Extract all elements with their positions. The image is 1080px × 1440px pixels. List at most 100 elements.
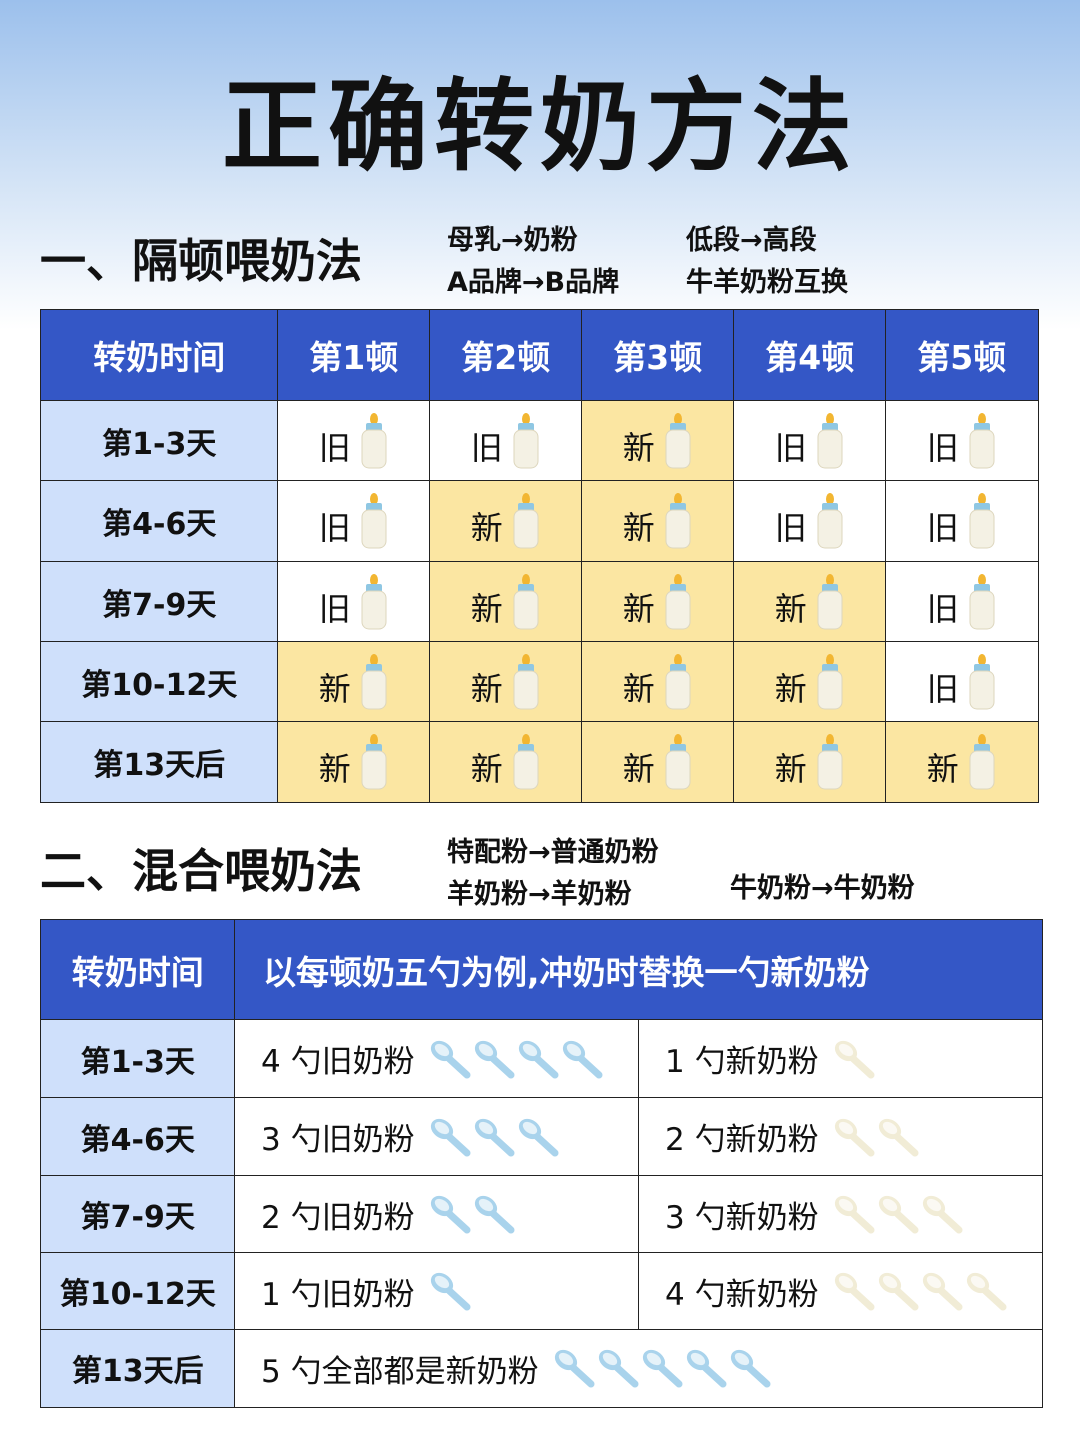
spoon-icon bbox=[922, 1196, 963, 1234]
row-label: 第13天后 bbox=[40, 721, 279, 803]
cell-text: 旧 bbox=[926, 589, 959, 628]
spoon-icon bbox=[834, 1196, 875, 1234]
cell-text: 新 bbox=[470, 749, 503, 788]
cell-text: 2 勺新奶粉 bbox=[665, 1122, 819, 1159]
table-cell: 新 bbox=[429, 561, 583, 643]
cell-text: 新 bbox=[470, 509, 503, 548]
cell-text: 第1-3天 bbox=[102, 426, 217, 462]
spoon-icon bbox=[834, 1040, 875, 1079]
bottle-icon bbox=[665, 653, 691, 710]
cell-text: 新 bbox=[622, 589, 655, 628]
note: 母乳→奶粉 bbox=[447, 225, 578, 256]
table-cell: 旧 bbox=[429, 400, 583, 482]
bottle-icon bbox=[513, 573, 539, 630]
cell-text: 转奶时间 bbox=[71, 952, 204, 992]
header-cell: 转奶时间 bbox=[40, 919, 236, 1021]
bottle-icon bbox=[665, 493, 691, 549]
table-cell: 新 bbox=[733, 641, 887, 723]
spoon-icon bbox=[598, 1350, 639, 1388]
table-cell: 4 勺旧奶粉 bbox=[234, 1019, 640, 1099]
cell-text: 第10-12天 bbox=[59, 1277, 216, 1313]
bottle-icon bbox=[817, 493, 843, 549]
cell-text: 旧 bbox=[926, 509, 959, 548]
spoon-icon bbox=[430, 1273, 471, 1311]
table-cell: 新 bbox=[733, 561, 887, 643]
spoon-icon bbox=[518, 1118, 559, 1157]
cell-text: 第4-6天 bbox=[80, 1122, 195, 1158]
note: 低段→高段 bbox=[686, 225, 817, 256]
bottle-icon bbox=[969, 733, 995, 790]
cell-text: 第1-3天 bbox=[80, 1044, 195, 1080]
cell-text: 新 bbox=[622, 749, 655, 788]
table-cell: 新 bbox=[581, 480, 735, 563]
cell-text: 新 bbox=[622, 428, 655, 467]
table-cell: 3 勺新奶粉 bbox=[638, 1175, 1043, 1254]
table-cell: 新 bbox=[885, 721, 1039, 803]
header-cell: 第1顿 bbox=[277, 309, 431, 402]
cell-text: 3 勺新奶粉 bbox=[665, 1199, 819, 1236]
cell-text: 第13天后 bbox=[71, 1354, 204, 1390]
spoon-icon bbox=[922, 1273, 963, 1311]
note: A品牌→B品牌 bbox=[447, 267, 620, 298]
cell-text: 新 bbox=[774, 749, 807, 788]
section-heading: 二、混合喂奶法 bbox=[40, 844, 362, 898]
cell-text: 旧 bbox=[318, 509, 351, 548]
cell-text: 新 bbox=[926, 749, 959, 788]
row-label: 第4-6天 bbox=[40, 480, 279, 563]
row-label: 第1-3天 bbox=[40, 400, 279, 482]
spoon-icon bbox=[642, 1350, 683, 1388]
spoon-icon bbox=[966, 1273, 1007, 1311]
spoon-icon bbox=[474, 1196, 515, 1234]
table-cell: 旧 bbox=[885, 480, 1039, 563]
table-cell: 旧 bbox=[733, 480, 887, 563]
spoon-icon bbox=[834, 1273, 875, 1311]
header-cell: 第3顿 bbox=[581, 309, 735, 402]
row-label: 第1-3天 bbox=[40, 1019, 236, 1099]
spoon-icon bbox=[686, 1350, 727, 1388]
cell-text: 新 bbox=[470, 669, 503, 708]
cell-text: 1 勺旧奶粉 bbox=[261, 1276, 415, 1313]
cell-text: 第13天后 bbox=[93, 747, 226, 783]
table-cell: 新 bbox=[277, 721, 431, 803]
cell-text: 5 勺全部都是新奶粉 bbox=[261, 1353, 539, 1390]
cell-text: 新 bbox=[622, 509, 655, 548]
note: 牛羊奶粉互换 bbox=[686, 267, 848, 298]
bottle-icon bbox=[969, 653, 995, 710]
note: 牛奶粉→牛奶粉 bbox=[730, 873, 915, 904]
table-cell: 新 bbox=[429, 641, 583, 723]
spoon-icon bbox=[562, 1040, 603, 1079]
section-heading: 一、隔顿喂奶法 bbox=[40, 234, 362, 288]
note: 特配粉→普通奶粉 bbox=[447, 837, 659, 868]
bottle-icon bbox=[361, 412, 387, 469]
table-cell: 旧 bbox=[277, 561, 431, 643]
cell-text: 新 bbox=[774, 669, 807, 708]
bottle-icon bbox=[817, 653, 843, 710]
cell-text: 新 bbox=[318, 749, 351, 788]
header-cell: 第2顿 bbox=[429, 309, 583, 402]
bottle-icon bbox=[513, 733, 539, 790]
table-cell: 新 bbox=[277, 641, 431, 723]
spoon-icon bbox=[430, 1196, 471, 1234]
cell-text: 4 勺新奶粉 bbox=[665, 1276, 819, 1313]
cell-text: 3 勺旧奶粉 bbox=[261, 1122, 415, 1159]
cell-text: 旧 bbox=[318, 589, 351, 628]
cell-text: 旧 bbox=[470, 428, 503, 467]
cell-text: 第7-9天 bbox=[80, 1200, 195, 1236]
spoon-icon bbox=[518, 1040, 559, 1079]
bottle-icon bbox=[513, 412, 539, 469]
cell-text: 新 bbox=[774, 589, 807, 628]
spoon-icon bbox=[730, 1350, 771, 1388]
row-label: 第10-12天 bbox=[40, 1252, 236, 1331]
spoon-icon bbox=[878, 1118, 919, 1157]
cell-text: 新 bbox=[318, 669, 351, 708]
cell-text: 新 bbox=[470, 589, 503, 628]
table-cell: 新 bbox=[733, 721, 887, 803]
header-cell: 第4顿 bbox=[733, 309, 887, 402]
bottle-icon bbox=[665, 733, 691, 790]
cell-text: 第5顿 bbox=[917, 338, 1007, 378]
cell-text: 旧 bbox=[926, 669, 959, 708]
row-label: 第7-9天 bbox=[40, 561, 279, 643]
table-cell: 新 bbox=[429, 721, 583, 803]
spoon-icon bbox=[554, 1350, 595, 1388]
bottle-icon bbox=[817, 573, 843, 630]
